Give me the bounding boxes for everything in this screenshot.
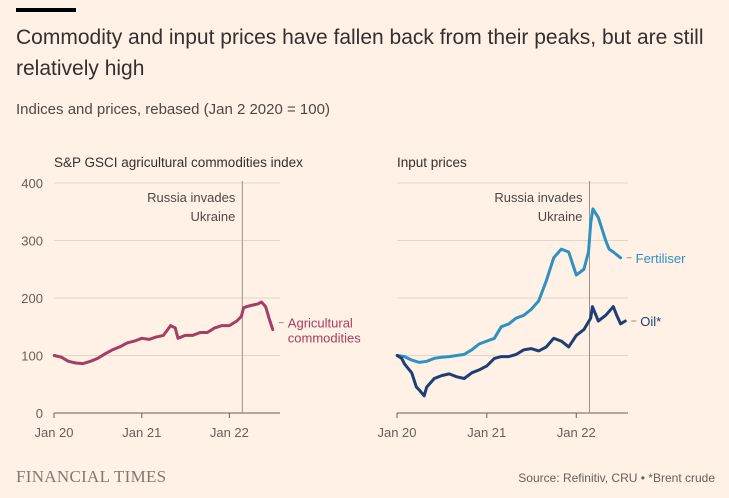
series-label: Fertiliser: [636, 251, 687, 266]
chart-title: Commodity and input prices have fallen b…: [16, 26, 704, 80]
series-label: Agricultural: [288, 316, 353, 331]
series-line-agricultural-commodities: [52, 300, 275, 366]
y-tick-label: 300: [21, 234, 43, 249]
agricultural-panel: 0 100 200 300 400 Jan 20 Jan 21 Jan 22 Russia in…: [21, 176, 361, 440]
y-tick-label: 0: [36, 406, 43, 421]
series-line-fertiliser: [395, 207, 623, 364]
source-note: Source: Refinitiv, CRU • *Brent crude: [518, 471, 715, 485]
annotation-text: Russia invades: [494, 190, 583, 205]
annotation-text: Ukraine: [191, 209, 236, 224]
panel-title-input-prices: Input prices: [397, 155, 467, 170]
ft-brand-logo: FINANCIAL TIMES: [16, 467, 167, 486]
chart-subtitle: Indices and prices, rebased (Jan 2 2020 …: [16, 101, 330, 118]
x-tick-label: Jan 21: [467, 425, 506, 440]
series-label: Oil*: [640, 314, 661, 329]
input-prices-panel: Jan 20 Jan 21 Jan 22 Russia invades Ukraine F…: [377, 181, 686, 440]
y-tick-label: 100: [21, 349, 43, 364]
x-tick-label: Jan 21: [122, 425, 161, 440]
series-label: commodities: [288, 331, 361, 346]
x-tick-label: Jan 22: [557, 425, 596, 440]
x-tick-label: Jan 20: [34, 425, 73, 440]
y-tick-label: 200: [21, 291, 43, 306]
x-tick-label: Jan 22: [210, 425, 249, 440]
annotation-text: Russia invades: [147, 190, 236, 205]
series-line-oil-: [395, 305, 627, 398]
annotation-text: Ukraine: [538, 209, 583, 224]
y-tick-label: 400: [21, 176, 43, 191]
x-tick-label: Jan 20: [377, 425, 416, 440]
panel-title-agricultural: S&P GSCI agricultural commodities index: [54, 155, 303, 170]
ft-top-bar: [16, 8, 76, 12]
